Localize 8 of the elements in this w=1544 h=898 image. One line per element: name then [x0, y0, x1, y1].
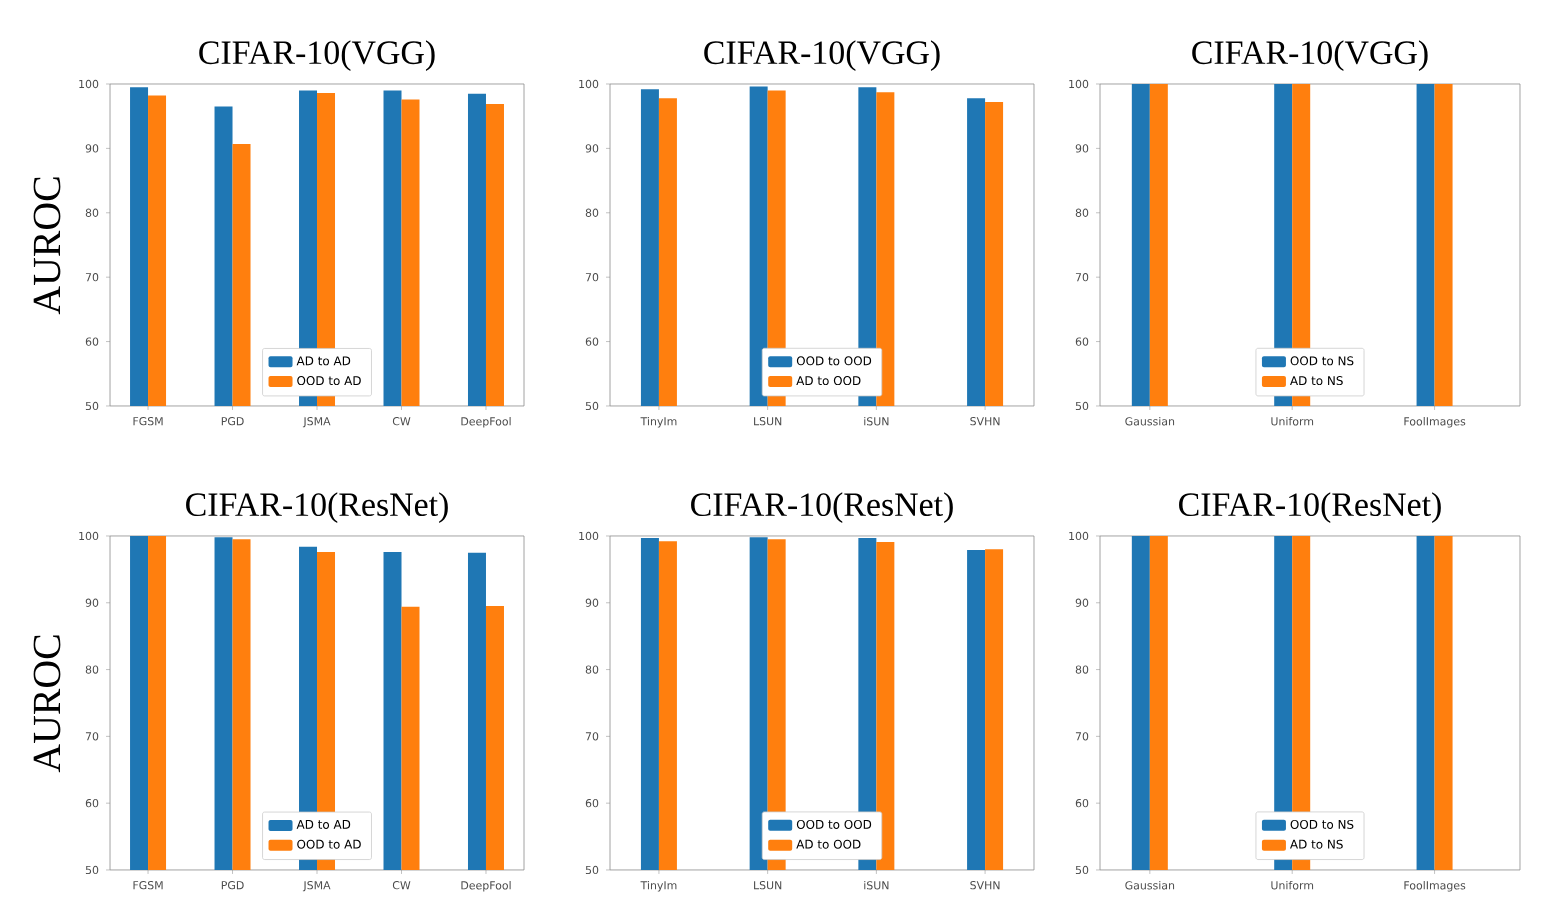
chart-title: CIFAR-10(VGG): [199, 40, 435, 71]
y-axis-title: AUROC: [33, 177, 61, 315]
chart-title: CIFAR-10(ResNet): [1179, 492, 1441, 523]
y-axis-title: AUROC: [33, 635, 61, 773]
chart-title: CIFAR-10(ResNet): [691, 492, 953, 523]
chart-title: CIFAR-10(VGG): [704, 40, 940, 71]
chart-title: CIFAR-10(ResNet): [186, 492, 448, 523]
chart-title: CIFAR-10(VGG): [1192, 40, 1428, 71]
